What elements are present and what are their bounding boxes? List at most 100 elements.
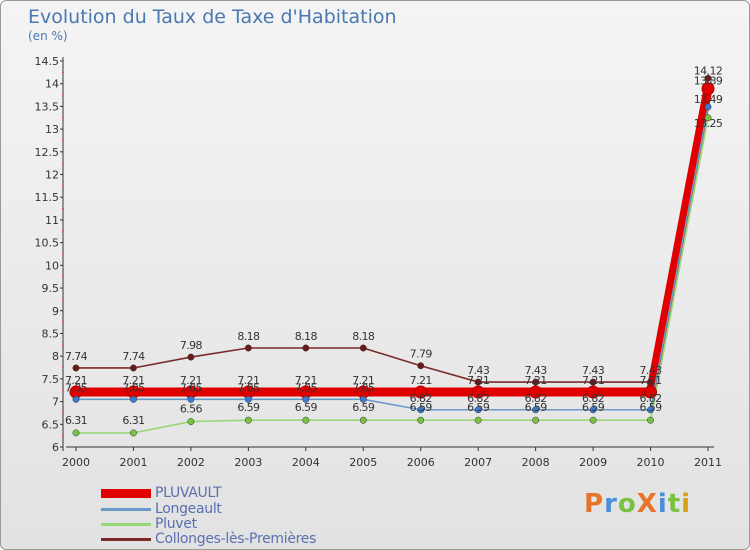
y-tick-label: 8.5 (42, 327, 60, 340)
data-label-collonges-l-s-premi-res: 7.79 (410, 348, 433, 361)
y-minor-tick (62, 230, 64, 233)
legend-label-collonges: Collonges-lès-Premières (155, 531, 317, 547)
data-label-longeault: 7.05 (180, 381, 203, 394)
data-label-pluvault: 7.21 (237, 374, 259, 387)
y-tick-label: 7 (52, 396, 59, 409)
y-minor-tick (62, 116, 64, 119)
data-label-longeault: 7.05 (237, 381, 260, 394)
data-point-collonges-l-s-premi-res (417, 362, 425, 370)
data-label-longeault: 7.05 (352, 381, 375, 394)
data-label-collonges-l-s-premi-res: 14.12 (694, 64, 723, 77)
data-point-longeault (532, 406, 540, 414)
data-label-pluvault: 7.21 (352, 374, 374, 387)
y-tick-label: 10 (45, 259, 59, 272)
data-point-longeault (647, 406, 654, 414)
logo-letter: P (584, 489, 605, 519)
x-tick-label: 2007 (464, 456, 492, 469)
data-point-pluvault (471, 385, 485, 399)
legend-item-pluvault: PLUVAULT (101, 485, 222, 501)
data-label-pluvault: 7.21 (525, 374, 547, 387)
y-minor-tick (62, 275, 64, 278)
data-label-collonges-l-s-premi-res: 7.74 (122, 350, 145, 363)
legend-label-longeault: Longeault (155, 501, 222, 517)
data-label-pluvet: 6.56 (180, 403, 203, 416)
data-label-longeault: 13.49 (694, 93, 723, 106)
data-point-pluvault (529, 385, 543, 399)
data-point-pluvet (72, 429, 80, 437)
data-point-collonges-l-s-premi-res (72, 364, 80, 372)
x-tick-label: 2004 (292, 456, 320, 469)
data-label-pluvault: 7.21 (180, 374, 202, 387)
y-minor-tick (62, 434, 64, 437)
x-tick-label: 2003 (234, 456, 262, 469)
y-minor-tick (62, 162, 64, 165)
data-point-pluvet (704, 114, 712, 122)
data-point-pluvet (187, 418, 195, 426)
data-label-pluvet: 6.59 (237, 401, 260, 414)
y-minor-tick (62, 343, 64, 346)
data-label-pluvet: 6.59 (410, 401, 433, 414)
data-label-longeault: 6.82 (639, 392, 661, 405)
data-point-longeault (359, 395, 367, 403)
x-tick-label: 2010 (637, 456, 665, 469)
data-point-longeault (417, 406, 425, 414)
y-minor-tick (62, 366, 64, 369)
y-tick-label: 14.5 (35, 55, 60, 68)
legend-label-pluvault: PLUVAULT (155, 485, 222, 501)
data-point-pluvet (130, 429, 137, 437)
data-label-pluvet: 6.59 (639, 401, 662, 414)
x-tick-label: 2001 (119, 456, 147, 469)
y-minor-tick (62, 139, 64, 142)
legend-swatch-longeault (101, 507, 151, 511)
data-label-collonges-l-s-premi-res: 8.18 (237, 330, 260, 343)
chart-title: Evolution du Taux de Taxe d'Habitation (28, 6, 397, 28)
data-label-collonges-l-s-premi-res: 7.43 (525, 364, 548, 377)
y-tick-label: 10.5 (35, 237, 60, 250)
x-tick-label: 2000 (62, 456, 90, 469)
data-point-longeault (130, 395, 137, 403)
data-point-longeault (589, 406, 597, 414)
data-label-longeault: 6.82 (410, 392, 432, 405)
data-point-pluvet (417, 416, 425, 424)
data-point-pluvet (647, 416, 654, 424)
y-tick-label: 11.5 (35, 191, 60, 204)
data-point-pluvet (359, 416, 367, 424)
data-label-collonges-l-s-premi-res: 7.43 (582, 364, 605, 377)
legend-swatch-pluvault (101, 488, 151, 498)
data-label-pluvault: 7.21 (467, 374, 489, 387)
series-line-pluvet (76, 117, 709, 434)
data-label-pluvault: 13.89 (694, 75, 723, 88)
x-tick-label: 2005 (349, 456, 377, 469)
y-tick-label: 9 (52, 305, 59, 318)
data-point-collonges-l-s-premi-res (187, 353, 195, 361)
logo-letter: o (617, 489, 637, 519)
legend-swatch-pluvet (101, 522, 151, 526)
data-label-collonges-l-s-premi-res: 7.74 (65, 350, 88, 363)
x-tick-label: 2011 (694, 456, 722, 469)
data-point-collonges-l-s-premi-res (704, 74, 712, 82)
y-tick-label: 9.5 (42, 282, 60, 295)
data-point-collonges-l-s-premi-res (244, 344, 252, 352)
x-tick-label: 2009 (579, 456, 607, 469)
data-label-pluvault: 7.21 (582, 374, 604, 387)
data-point-collonges-l-s-premi-res (589, 378, 597, 386)
data-label-pluvet: 6.59 (525, 401, 548, 414)
data-point-pluvet (244, 416, 252, 424)
data-label-longeault: 7.05 (122, 381, 145, 394)
data-point-pluvet (302, 416, 310, 424)
data-label-pluvault: 7.21 (639, 374, 661, 387)
y-tick-label: 6.5 (42, 418, 60, 431)
data-point-longeault (72, 395, 80, 403)
data-label-collonges-l-s-premi-res: 8.18 (352, 330, 375, 343)
data-label-pluvet: 6.59 (467, 401, 490, 414)
data-point-pluvault (644, 385, 658, 399)
data-label-pluvet: 6.59 (295, 401, 318, 414)
x-tick-label: 2002 (177, 456, 205, 469)
data-point-longeault (302, 395, 310, 403)
data-label-pluvault: 7.21 (295, 374, 317, 387)
data-point-collonges-l-s-premi-res (359, 344, 367, 352)
data-point-pluvet (474, 416, 482, 424)
legend-label-pluvet: Pluvet (155, 516, 197, 532)
x-tick-label: 2006 (407, 456, 435, 469)
data-label-longeault: 7.05 (295, 381, 318, 394)
